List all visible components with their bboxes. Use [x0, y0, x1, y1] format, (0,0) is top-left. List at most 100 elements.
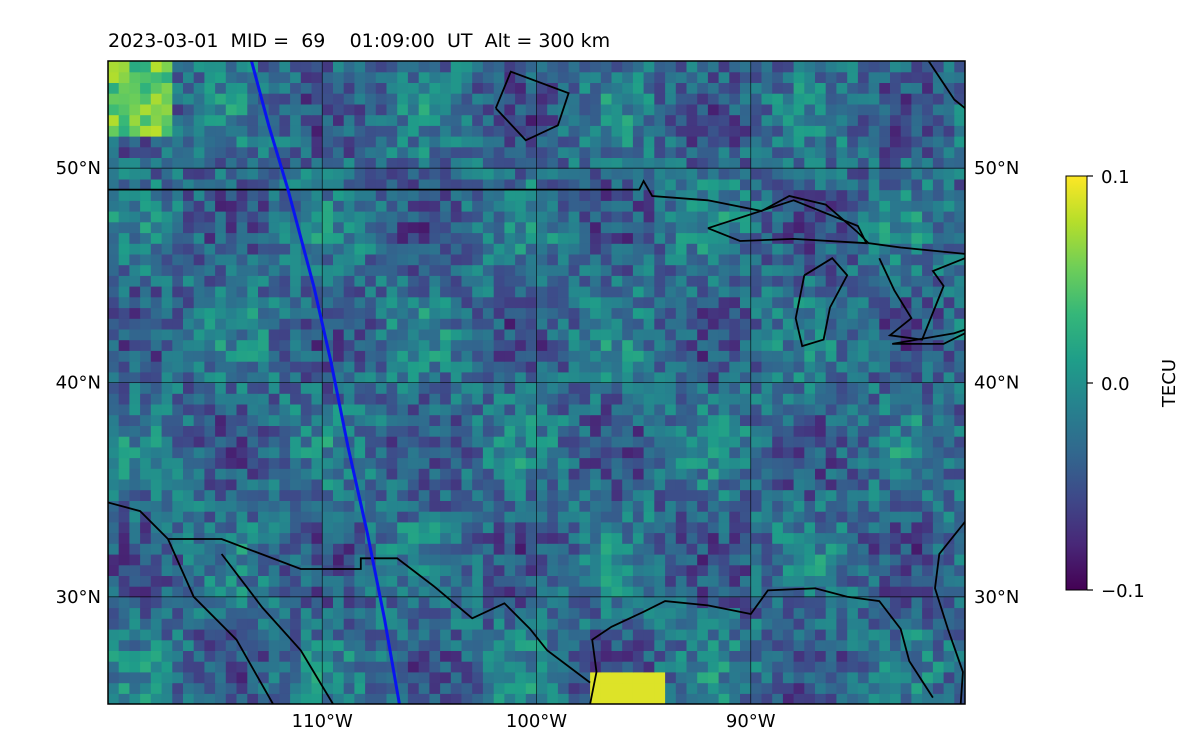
tec-cell — [290, 361, 302, 373]
tec-cell — [375, 232, 388, 244]
tec-cell — [707, 382, 720, 394]
tec-cell — [161, 146, 173, 158]
tec-cell — [697, 489, 709, 501]
tec-cell — [300, 586, 313, 598]
tec-cell — [140, 361, 152, 373]
tec-cell — [568, 489, 580, 501]
tec-cell — [236, 93, 248, 105]
tec-cell — [450, 607, 463, 619]
tec-cell — [911, 575, 923, 587]
tec-cell — [183, 157, 195, 169]
tec-cell — [482, 393, 495, 405]
tec-cell — [932, 500, 945, 512]
tec-cell — [557, 489, 570, 501]
tec-cell — [375, 200, 388, 212]
tec-cell — [911, 639, 923, 651]
tec-cell — [215, 650, 227, 662]
tec-cell — [461, 114, 473, 126]
tec-cell — [890, 618, 902, 630]
tec-cell — [922, 232, 934, 244]
tec-cell — [868, 243, 880, 255]
tec-cell — [793, 71, 805, 83]
tec-cell — [397, 607, 409, 619]
tec-cell — [761, 318, 773, 330]
tec-cell — [515, 607, 527, 619]
tec-cell — [418, 328, 430, 341]
tec-cell — [450, 575, 463, 587]
tec-cell — [118, 425, 130, 437]
tec-cell — [418, 211, 430, 223]
tec-cell — [333, 532, 345, 544]
tec-cell — [504, 82, 516, 94]
tec-cell — [890, 468, 902, 480]
tec-cell — [922, 532, 934, 544]
tec-cell — [397, 618, 409, 630]
tec-cell — [665, 211, 677, 223]
tec-cell — [150, 575, 163, 587]
tec-cell — [557, 511, 570, 523]
tec-cell — [761, 307, 773, 319]
tec-cell — [440, 211, 452, 223]
lat-tick-label-right: 40°N — [974, 373, 1019, 394]
tec-cell — [665, 693, 677, 704]
tec-cell — [600, 125, 613, 137]
tec-cell — [300, 125, 313, 137]
tec-cell — [322, 639, 334, 651]
tec-cell — [450, 253, 463, 266]
tec-cell — [129, 221, 141, 234]
tec-cell — [675, 478, 688, 491]
tec-cell — [311, 543, 323, 555]
tec-cell — [247, 425, 259, 437]
tec-cell — [536, 371, 548, 384]
tec-cell — [579, 564, 591, 576]
tec-cell — [311, 425, 323, 437]
tec-cell — [943, 693, 955, 704]
tec-cell — [879, 221, 891, 234]
tec-cell — [815, 178, 827, 191]
tec-cell — [547, 543, 559, 555]
tec-cell — [857, 414, 870, 426]
tec-cell — [772, 564, 784, 576]
tec-cell — [654, 682, 666, 694]
tec-cell — [515, 425, 527, 437]
tec-cell — [729, 221, 741, 234]
tec-cell — [354, 157, 366, 169]
tec-cell — [890, 457, 902, 469]
tec-cell — [675, 264, 688, 276]
tec-cell — [868, 361, 880, 373]
tec-cell — [911, 500, 923, 512]
tec-cell — [600, 93, 613, 105]
tec-cell — [418, 103, 430, 116]
tec-cell — [632, 457, 645, 469]
tec-cell — [140, 564, 152, 576]
tec-cell — [761, 511, 773, 523]
tec-cell — [215, 661, 227, 673]
tec-cell — [418, 543, 430, 555]
tec-cell — [515, 200, 527, 212]
tec-cell — [322, 221, 334, 234]
title-time: 01:09:00 — [349, 30, 435, 52]
tec-cell — [761, 350, 773, 362]
tec-cell — [761, 436, 773, 448]
tec-cell — [729, 125, 741, 137]
tec-cell — [515, 189, 527, 201]
tec-cell — [547, 168, 559, 180]
tec-cell — [600, 82, 613, 94]
tec-cell — [407, 82, 420, 94]
tec-cell — [815, 189, 827, 201]
tec-cell — [450, 661, 463, 673]
tec-cell — [879, 232, 891, 244]
tec-cell — [322, 521, 334, 534]
tec-cell — [525, 253, 538, 266]
tec-cell — [729, 286, 741, 298]
tec-cell — [172, 264, 184, 276]
tec-cell — [922, 661, 934, 673]
tec-cell — [536, 339, 548, 351]
tec-cell — [825, 521, 837, 534]
tec-cell — [161, 607, 173, 619]
tec-cell — [225, 393, 238, 405]
tec-cell — [622, 103, 634, 116]
tec-cell — [279, 682, 291, 694]
tec-cell — [493, 232, 505, 244]
tec-cell — [772, 661, 784, 673]
